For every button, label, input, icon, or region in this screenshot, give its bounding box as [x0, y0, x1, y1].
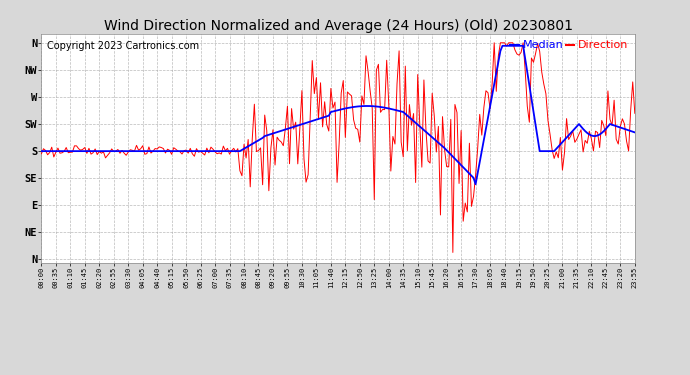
Legend: Median, Direction: Median, Direction	[506, 36, 633, 55]
Text: Copyright 2023 Cartronics.com: Copyright 2023 Cartronics.com	[48, 40, 199, 51]
Title: Wind Direction Normalized and Average (24 Hours) (Old) 20230801: Wind Direction Normalized and Average (2…	[104, 19, 573, 33]
